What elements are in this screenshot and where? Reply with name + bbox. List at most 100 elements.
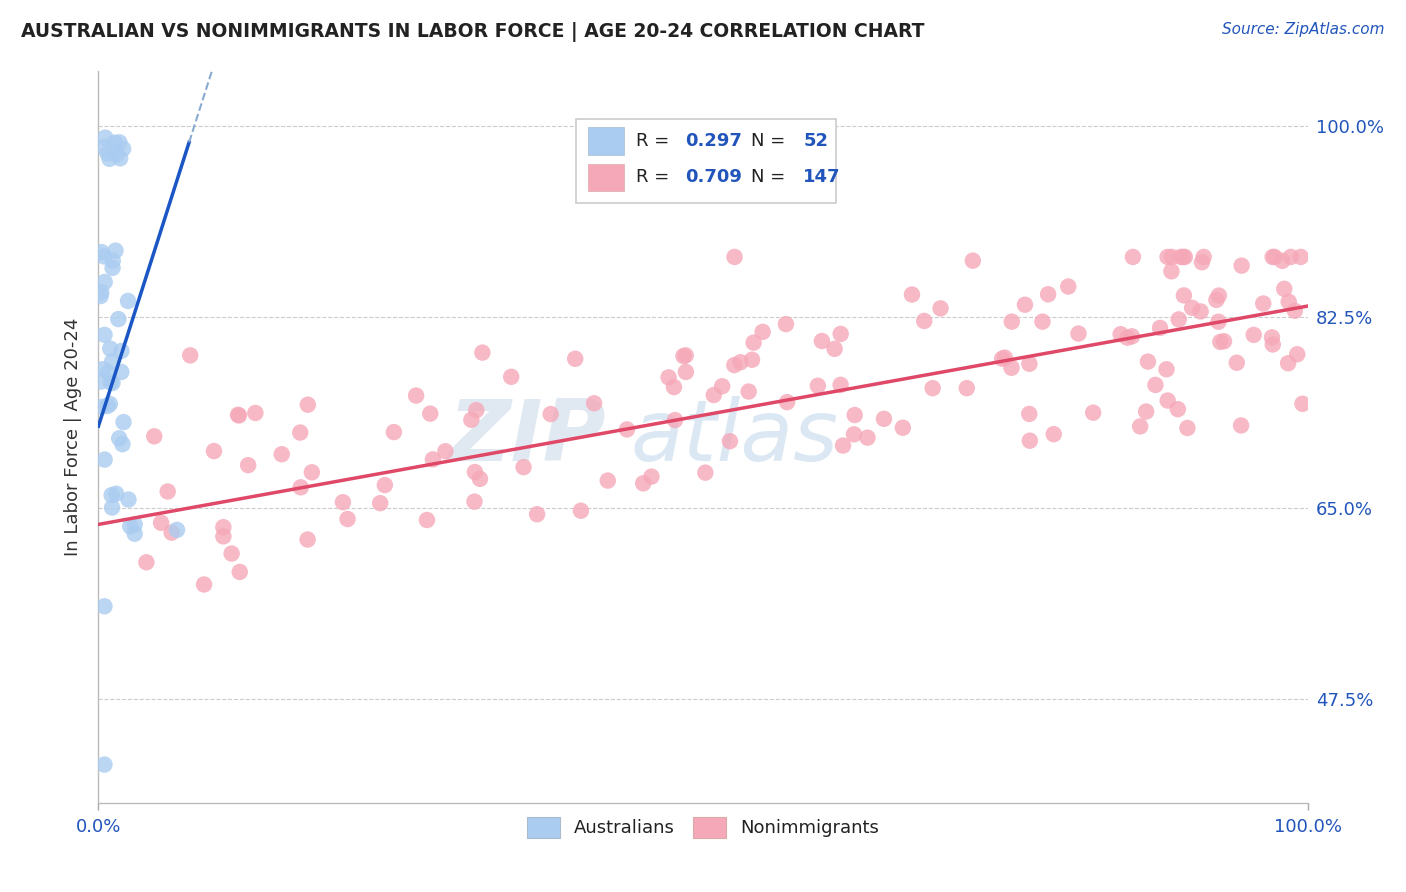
Text: 147: 147 <box>803 169 841 186</box>
Point <box>90 400 112 414</box>
Point <box>297 398 319 412</box>
Point <box>1121 329 1143 343</box>
Point <box>166 523 188 537</box>
Point <box>1271 253 1294 268</box>
Point <box>658 370 681 384</box>
Point <box>463 494 485 508</box>
Point <box>1173 250 1195 264</box>
Text: atlas: atlas <box>630 395 838 479</box>
Legend: Australians, Nonimmigrants: Australians, Nonimmigrants <box>520 810 886 845</box>
Point <box>1208 315 1230 329</box>
Point <box>1243 327 1265 342</box>
Point <box>844 408 866 422</box>
Point <box>336 512 359 526</box>
FancyBboxPatch shape <box>576 119 837 203</box>
Point <box>93 327 115 342</box>
Point <box>93 599 115 614</box>
Point <box>1261 330 1284 344</box>
Point <box>675 365 697 379</box>
Point <box>290 480 312 494</box>
Point <box>90 289 112 303</box>
Point <box>526 508 548 522</box>
Point <box>776 395 799 409</box>
Point <box>468 472 491 486</box>
Point <box>93 249 115 263</box>
Point <box>156 484 179 499</box>
Point <box>856 431 879 445</box>
Point <box>1160 250 1182 264</box>
Point <box>956 381 979 395</box>
Point <box>1081 406 1104 420</box>
Point <box>98 342 121 356</box>
Text: 52: 52 <box>803 132 828 150</box>
Point <box>723 250 745 264</box>
Point <box>1284 303 1306 318</box>
Point <box>540 407 562 421</box>
Point <box>464 465 486 479</box>
Point <box>101 253 124 268</box>
Point <box>226 408 249 422</box>
Point <box>297 533 319 547</box>
Point <box>929 301 952 316</box>
Point <box>891 421 914 435</box>
Point <box>1135 404 1157 418</box>
Point <box>675 348 697 362</box>
Point <box>270 447 292 461</box>
Point <box>1173 288 1195 302</box>
Point <box>1157 393 1180 408</box>
Point <box>97 146 120 161</box>
Point <box>631 476 654 491</box>
Point <box>1144 378 1167 392</box>
Point <box>90 285 112 300</box>
Point <box>108 431 131 445</box>
Point <box>124 526 146 541</box>
Text: N =: N = <box>751 169 792 186</box>
Point <box>212 529 235 543</box>
Point <box>1208 288 1230 302</box>
Point <box>921 381 943 395</box>
Point <box>332 495 354 509</box>
Point <box>501 369 523 384</box>
Point <box>290 425 312 440</box>
Point <box>221 547 243 561</box>
Point <box>90 245 112 260</box>
Point <box>737 384 759 399</box>
Point <box>1272 282 1295 296</box>
Point <box>143 429 166 443</box>
Point <box>703 388 725 402</box>
Point <box>229 565 252 579</box>
Point <box>1286 347 1309 361</box>
Point <box>824 342 846 356</box>
Point <box>228 409 250 423</box>
Point <box>460 413 482 427</box>
Point <box>124 517 146 532</box>
Point <box>93 452 115 467</box>
Point <box>112 415 135 429</box>
Point <box>640 469 662 483</box>
Point <box>1177 421 1199 435</box>
Point <box>101 376 124 390</box>
Point <box>1156 250 1178 264</box>
Point <box>91 362 114 376</box>
Point <box>94 130 117 145</box>
Point <box>1042 427 1064 442</box>
Point <box>179 348 201 362</box>
Point <box>1213 334 1236 349</box>
Point <box>1181 301 1204 315</box>
Point <box>1261 337 1284 351</box>
Point <box>193 577 215 591</box>
Point <box>1000 360 1022 375</box>
Point <box>117 293 139 308</box>
Point <box>105 147 128 161</box>
FancyBboxPatch shape <box>588 163 624 191</box>
Point <box>695 466 717 480</box>
Point <box>1116 331 1139 345</box>
Point <box>1226 356 1249 370</box>
Point <box>100 488 122 502</box>
Point <box>150 516 173 530</box>
Point <box>1191 255 1213 269</box>
Point <box>1001 315 1024 329</box>
Point <box>108 151 131 165</box>
Point <box>111 437 134 451</box>
Point <box>1014 298 1036 312</box>
